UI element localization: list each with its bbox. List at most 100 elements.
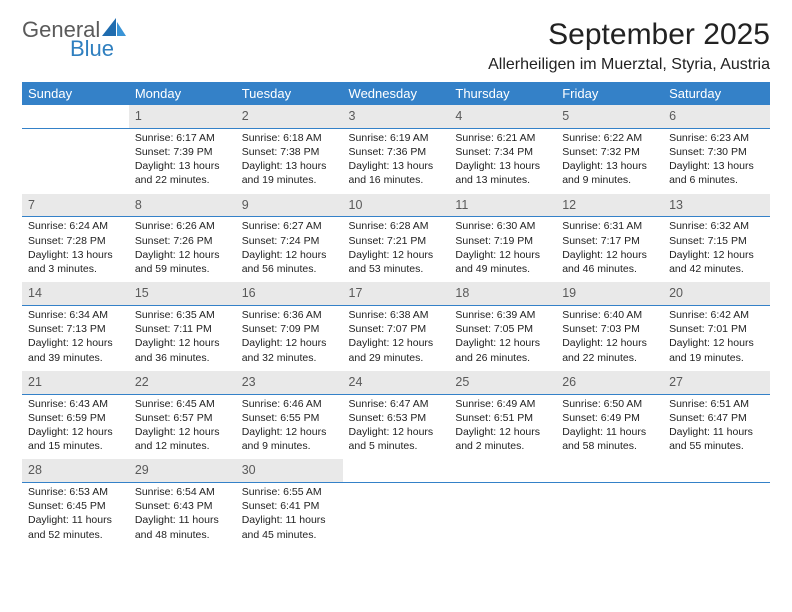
day-info-cell: Sunrise: 6:26 AMSunset: 7:26 PMDaylight:… [129, 217, 236, 282]
sunrise-text: Sunrise: 6:17 AM [135, 131, 230, 145]
sunset-text: Sunset: 6:41 PM [242, 499, 337, 513]
day-number-cell: 25 [449, 371, 556, 394]
day-number: 2 [242, 109, 249, 123]
day-number: 4 [455, 109, 462, 123]
day-info-cell [663, 483, 770, 548]
day-number-cell: 13 [663, 194, 770, 217]
day-number: 22 [135, 375, 149, 389]
day-info-cell [449, 483, 556, 548]
day-number-cell: 21 [22, 371, 129, 394]
day-info-cell [556, 483, 663, 548]
sunrise-text: Sunrise: 6:42 AM [669, 308, 764, 322]
daynum-row: 14151617181920 [22, 282, 770, 305]
weekday-header: Thursday [449, 82, 556, 105]
day-number-cell: 23 [236, 371, 343, 394]
day-number: 17 [349, 286, 363, 300]
day-number-cell: 17 [343, 282, 450, 305]
sunset-text: Sunset: 7:24 PM [242, 234, 337, 248]
day-info-cell: Sunrise: 6:17 AMSunset: 7:39 PMDaylight:… [129, 128, 236, 193]
daylight-text: Daylight: 12 hours [28, 336, 123, 350]
day-info-row: Sunrise: 6:24 AMSunset: 7:28 PMDaylight:… [22, 217, 770, 282]
day-number-cell [343, 459, 450, 482]
day-number: 27 [669, 375, 683, 389]
day-number-cell: 3 [343, 105, 450, 128]
day-number-cell: 26 [556, 371, 663, 394]
day-info-row: Sunrise: 6:17 AMSunset: 7:39 PM Daylight:… [22, 128, 770, 193]
sunset-text: Sunset: 6:51 PM [455, 411, 550, 425]
day-info-cell: Sunrise: 6:18 AMSunset: 7:38 PMDaylight:… [236, 128, 343, 193]
day-number: 29 [135, 463, 149, 477]
sunset-text: Sunset: 7:09 PM [242, 322, 337, 336]
sunset-text: Sunset: 7:01 PM [669, 322, 764, 336]
sunrise-text: Sunrise: 6:35 AM [135, 308, 230, 322]
daylight-text: Daylight: 13 hours [28, 248, 123, 262]
daylight-text: and 42 minutes. [669, 262, 764, 276]
calendar-page: General Blue September 2025 Allerheilige… [0, 0, 792, 558]
sunset-text: Sunset: 7:07 PM [349, 322, 444, 336]
day-info-cell: Sunrise: 6:22 AMSunset: 7:32 PMDaylight:… [556, 128, 663, 193]
day-number: 19 [562, 286, 576, 300]
day-number: 10 [349, 198, 363, 212]
sunrise-text: Sunrise: 6:21 AM [455, 131, 550, 145]
sunset-text: Sunset: 7:28 PM [28, 234, 123, 248]
daylight-text: and 39 minutes. [28, 351, 123, 365]
sunset-text: Sunset: 7:11 PM [135, 322, 230, 336]
daylight-text: and 56 minutes. [242, 262, 337, 276]
day-number-cell: 2 [236, 105, 343, 128]
day-info-row: Sunrise: 6:43 AMSunset: 6:59 PMDaylight:… [22, 394, 770, 459]
daylight-text: Daylight: 12 hours [349, 336, 444, 350]
day-info-cell: Sunrise: 6:49 AMSunset: 6:51 PMDaylight:… [449, 394, 556, 459]
daylight-text: Daylight: 12 hours [455, 425, 550, 439]
daylight-text: and 5 minutes. [349, 439, 444, 453]
day-number: 16 [242, 286, 256, 300]
daylight-text: and 26 minutes. [455, 351, 550, 365]
day-info-cell: Sunrise: 6:23 AMSunset: 7:30 PMDaylight:… [663, 128, 770, 193]
daylight-text: and 3 minutes. [28, 262, 123, 276]
day-info-cell: Sunrise: 6:54 AMSunset: 6:43 PMDaylight:… [129, 483, 236, 548]
sunrise-text: Sunrise: 6:55 AM [242, 485, 337, 499]
sunrise-text: Sunrise: 6:26 AM [135, 219, 230, 233]
day-info-cell: Sunrise: 6:39 AMSunset: 7:05 PMDaylight:… [449, 306, 556, 371]
sunset-text: Sunset: 6:55 PM [242, 411, 337, 425]
daylight-text: Daylight: 12 hours [242, 425, 337, 439]
sunrise-text: Sunrise: 6:23 AM [669, 131, 764, 145]
day-info-cell: Sunrise: 6:53 AMSunset: 6:45 PMDaylight:… [22, 483, 129, 548]
weekday-header: Wednesday [343, 82, 450, 105]
daylight-text: Daylight: 12 hours [562, 336, 657, 350]
day-number-cell [449, 459, 556, 482]
calendar-body: 123456Sunrise: 6:17 AMSunset: 7:39 PMDay… [22, 105, 770, 548]
daylight-text: Daylight: 12 hours [135, 425, 230, 439]
daylight-text: and 45 minutes. [242, 528, 337, 542]
daylight-text: Daylight: 13 hours [242, 159, 337, 173]
day-number: 23 [242, 375, 256, 389]
sunrise-text: Sunrise: 6:46 AM [242, 397, 337, 411]
day-info-cell: Sunrise: 6:38 AMSunset: 7:07 PMDaylight:… [343, 306, 450, 371]
daylight-text: Daylight: 11 hours [242, 513, 337, 527]
day-info-cell: Sunrise: 6:32 AMSunset: 7:15 PMDaylight:… [663, 217, 770, 282]
sunset-text: Sunset: 7:38 PM [242, 145, 337, 159]
sunrise-text: Sunrise: 6:39 AM [455, 308, 550, 322]
day-number: 30 [242, 463, 256, 477]
day-number-cell: 10 [343, 194, 450, 217]
day-number-cell: 6 [663, 105, 770, 128]
day-number-cell: 9 [236, 194, 343, 217]
day-number: 6 [669, 109, 676, 123]
daylight-text: and 48 minutes. [135, 528, 230, 542]
day-info-cell: Sunrise: 6:55 AMSunset: 6:41 PMDaylight:… [236, 483, 343, 548]
title-block: September 2025 Allerheiligen im Muerztal… [488, 18, 770, 74]
day-number: 7 [28, 198, 35, 212]
day-info-cell [343, 483, 450, 548]
day-number-cell: 22 [129, 371, 236, 394]
sunset-text: Sunset: 6:49 PM [562, 411, 657, 425]
weekday-header: Monday [129, 82, 236, 105]
day-number-cell: 30 [236, 459, 343, 482]
daylight-text: Daylight: 12 hours [135, 336, 230, 350]
day-number: 28 [28, 463, 42, 477]
sunset-text: Sunset: 7:39 PM [135, 145, 230, 159]
daylight-text: and 59 minutes. [135, 262, 230, 276]
day-number: 5 [562, 109, 569, 123]
daylight-text: and 49 minutes. [455, 262, 550, 276]
day-number-cell: 16 [236, 282, 343, 305]
day-number-cell: 28 [22, 459, 129, 482]
daylight-text: and 55 minutes. [669, 439, 764, 453]
